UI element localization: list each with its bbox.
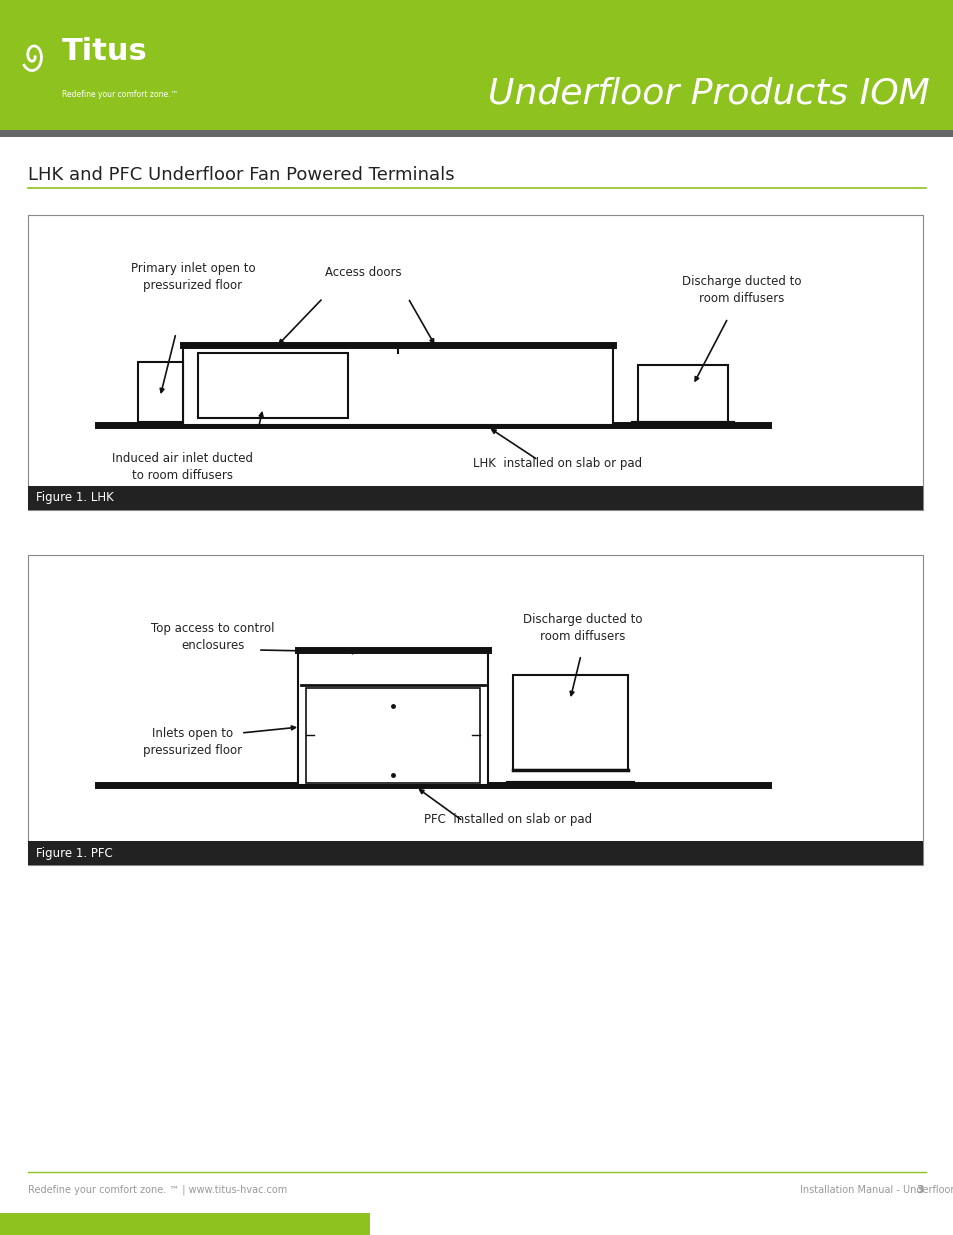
Text: Discharge ducted to
room diffusers: Discharge ducted to room diffusers <box>681 275 801 305</box>
Bar <box>28 841 923 864</box>
Bar <box>28 555 923 864</box>
Text: Access doors: Access doors <box>324 267 401 279</box>
Text: Primary inlet open to
pressurized floor: Primary inlet open to pressurized floor <box>131 262 255 291</box>
Text: LHK  installed on slab or pad: LHK installed on slab or pad <box>473 457 642 469</box>
Text: Inlets open to
pressurized floor: Inlets open to pressurized floor <box>143 727 242 757</box>
Text: PFC  installed on slab or pad: PFC installed on slab or pad <box>423 814 592 826</box>
Text: Redefine your comfort zone.™: Redefine your comfort zone.™ <box>62 90 178 99</box>
Text: Figure 1. PFC: Figure 1. PFC <box>36 846 112 860</box>
Bar <box>198 353 348 417</box>
Text: Figure 1. LHK: Figure 1. LHK <box>36 492 113 505</box>
Text: LHK and PFC Underfloor Fan Powered Terminals: LHK and PFC Underfloor Fan Powered Termi… <box>28 165 455 184</box>
Bar <box>0 0 953 130</box>
Bar <box>28 487 923 510</box>
Text: Installation Manual - Underfloor Products: Installation Manual - Underfloor Product… <box>800 1186 953 1195</box>
Bar <box>306 688 479 783</box>
Text: Titus: Titus <box>62 37 148 67</box>
Bar <box>28 215 923 510</box>
Text: Underfloor Products IOM: Underfloor Products IOM <box>488 77 929 111</box>
Bar <box>183 345 613 425</box>
Bar <box>297 650 488 785</box>
Bar <box>0 1213 370 1235</box>
Bar <box>138 362 183 422</box>
Text: Discharge ducted to
room diffusers: Discharge ducted to room diffusers <box>522 613 642 643</box>
Bar <box>0 130 953 137</box>
Text: Top access to control
enclosures: Top access to control enclosures <box>152 622 274 652</box>
Bar <box>638 366 727 425</box>
Text: Redefine your comfort zone. ™ | www.titus-hvac.com: Redefine your comfort zone. ™ | www.titu… <box>28 1184 287 1195</box>
Text: 3: 3 <box>916 1186 923 1195</box>
Bar <box>513 676 627 769</box>
Text: Induced air inlet ducted
to room diffusers: Induced air inlet ducted to room diffuse… <box>112 452 253 482</box>
